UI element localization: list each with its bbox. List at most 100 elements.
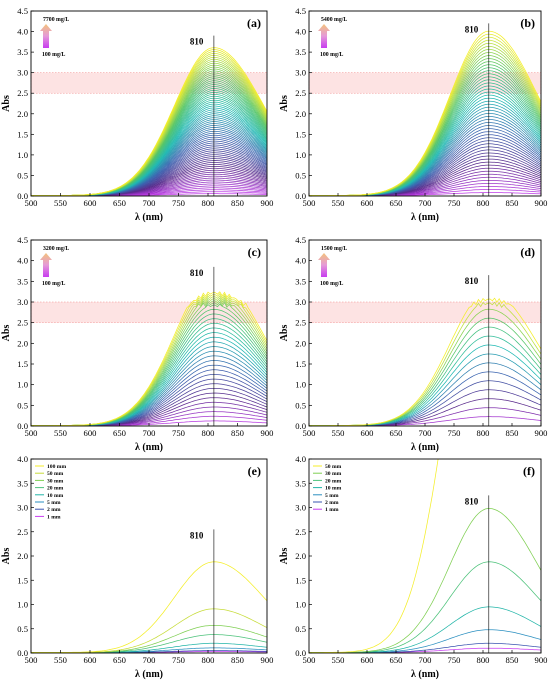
arrow-bottom-label: 100 mg/L xyxy=(320,52,343,58)
y-tick-label: 3.0 xyxy=(295,503,306,513)
x-tick-label: 500 xyxy=(303,428,316,438)
panel-label: (e) xyxy=(248,464,261,478)
y-tick-label: 3.0 xyxy=(295,68,306,78)
y-tick-label: 0.0 xyxy=(295,648,306,658)
concentration-arrow: 3200 mg/L 100 mg/L xyxy=(40,246,69,287)
y-tick-label: 2.5 xyxy=(17,318,28,328)
y-tick-label: 1.5 xyxy=(17,359,28,369)
peak-marker-label: 810 xyxy=(465,276,479,286)
x-tick-label: 900 xyxy=(261,428,274,438)
series-line-10-mm xyxy=(309,606,541,653)
arrow-top-label: 3200 mg/L xyxy=(43,246,69,252)
plot-frame xyxy=(308,458,542,654)
y-tick-label: 1.0 xyxy=(17,150,28,160)
chart-panel-2: 810 500 550 600 650 700 750 800 850 900 0.0 0.5 1.0 1… xyxy=(1,235,273,453)
series-line-50-mm xyxy=(309,459,439,653)
y-tick-label: 2.5 xyxy=(295,527,306,537)
series-line-54 xyxy=(309,30,541,196)
saturation-band xyxy=(30,72,268,94)
y-tick-label: 1.0 xyxy=(17,380,28,390)
x-tick-label: 900 xyxy=(535,655,548,665)
x-axis-title: λ (nm) xyxy=(135,669,163,680)
x-tick-label: 850 xyxy=(231,198,244,208)
spectra-curves xyxy=(31,561,267,653)
x-tick-label: 700 xyxy=(143,198,156,208)
x-tick-label: 750 xyxy=(448,428,461,438)
arrow-top-label: 5400 mg/L xyxy=(321,17,347,23)
y-tick-label: 4.0 xyxy=(295,454,306,464)
x-tick-label: 650 xyxy=(390,655,403,665)
y-tick-label: 4.0 xyxy=(295,27,306,37)
legend-entry: 5 mm xyxy=(47,500,61,506)
y-tick-label: 0.0 xyxy=(17,191,28,201)
y-tick-label: 4.5 xyxy=(295,235,306,245)
y-axis-title: Abs xyxy=(279,325,290,342)
y-tick-label: 0.5 xyxy=(17,170,28,180)
series-line-20-mm xyxy=(309,561,541,653)
x-tick-label: 600 xyxy=(361,198,374,208)
x-tick-label: 800 xyxy=(202,198,215,208)
plot-frame xyxy=(30,458,268,654)
y-tick-label: 1.0 xyxy=(295,380,306,390)
legend-entry: 10 mm xyxy=(47,493,64,499)
y-axis-title: Abs xyxy=(1,325,12,342)
x-tick-label: 700 xyxy=(419,428,432,438)
y-tick-label: 1.5 xyxy=(295,575,306,585)
y-tick-label: 3.0 xyxy=(17,503,28,513)
legend-entry: 100 mm xyxy=(47,464,66,470)
peak-marker-label: 810 xyxy=(465,24,479,34)
legend-entry: 5 mm xyxy=(325,493,339,499)
saturation-band xyxy=(308,301,542,323)
series-line-50-mm xyxy=(31,608,267,653)
y-tick-label: 3.5 xyxy=(17,276,28,286)
y-tick-label: 1.0 xyxy=(295,150,306,160)
gradient-arrow-icon xyxy=(40,24,52,48)
y-tick-label: 2.0 xyxy=(295,109,306,119)
x-tick-label: 650 xyxy=(113,428,126,438)
y-tick-label: 2.5 xyxy=(295,318,306,328)
x-tick-label: 650 xyxy=(390,428,403,438)
legend-entry: 1 mm xyxy=(325,507,339,513)
x-tick-label: 800 xyxy=(477,655,490,665)
series-line-3 xyxy=(309,398,541,426)
legend-entry: 2 mm xyxy=(47,507,61,513)
arrow-bottom-label: 100 mg/L xyxy=(42,52,65,58)
series-line-15 xyxy=(309,297,541,426)
y-tick-label: 1.0 xyxy=(17,600,28,610)
x-axis-title: λ (nm) xyxy=(135,212,163,223)
series-line-32 xyxy=(31,291,267,426)
y-tick-label: 1.5 xyxy=(295,359,306,369)
x-tick-label: 700 xyxy=(419,198,432,208)
y-tick-label: 0.5 xyxy=(295,400,306,410)
panel-label: (d) xyxy=(520,245,535,259)
y-tick-label: 4.0 xyxy=(17,256,28,266)
y-tick-label: 4.0 xyxy=(17,27,28,37)
x-tick-label: 850 xyxy=(231,428,244,438)
concentration-arrow: 5400 mg/L 100 mg/L xyxy=(318,17,347,58)
panel-label: (b) xyxy=(520,16,535,30)
y-tick-label: 4.5 xyxy=(295,6,306,16)
y-tick-label: 1.5 xyxy=(17,129,28,139)
legend-entry: 1 mm xyxy=(47,514,61,520)
concentration-arrow: 1500 mg/L 100 mg/L xyxy=(318,246,347,287)
legend-entry: 20 mm xyxy=(47,486,64,492)
gradient-arrow-icon xyxy=(40,253,52,277)
x-tick-label: 550 xyxy=(332,428,345,438)
arrow-top-label: 7700 mg/L xyxy=(43,17,69,23)
y-tick-label: 2.0 xyxy=(295,338,306,348)
x-tick-label: 700 xyxy=(143,428,156,438)
y-tick-label: 0.5 xyxy=(295,170,306,180)
x-tick-label: 750 xyxy=(448,198,461,208)
x-tick-label: 600 xyxy=(84,198,97,208)
legend-entry: 30 mm xyxy=(47,478,64,484)
x-tick-label: 600 xyxy=(361,655,374,665)
y-tick-label: 3.0 xyxy=(17,297,28,307)
x-tick-label: 900 xyxy=(261,198,274,208)
x-tick-label: 850 xyxy=(506,198,519,208)
x-tick-label: 550 xyxy=(332,655,345,665)
spectra-curves xyxy=(309,297,541,426)
y-tick-label: 3.5 xyxy=(17,47,28,57)
y-tick-label: 3.0 xyxy=(17,68,28,78)
